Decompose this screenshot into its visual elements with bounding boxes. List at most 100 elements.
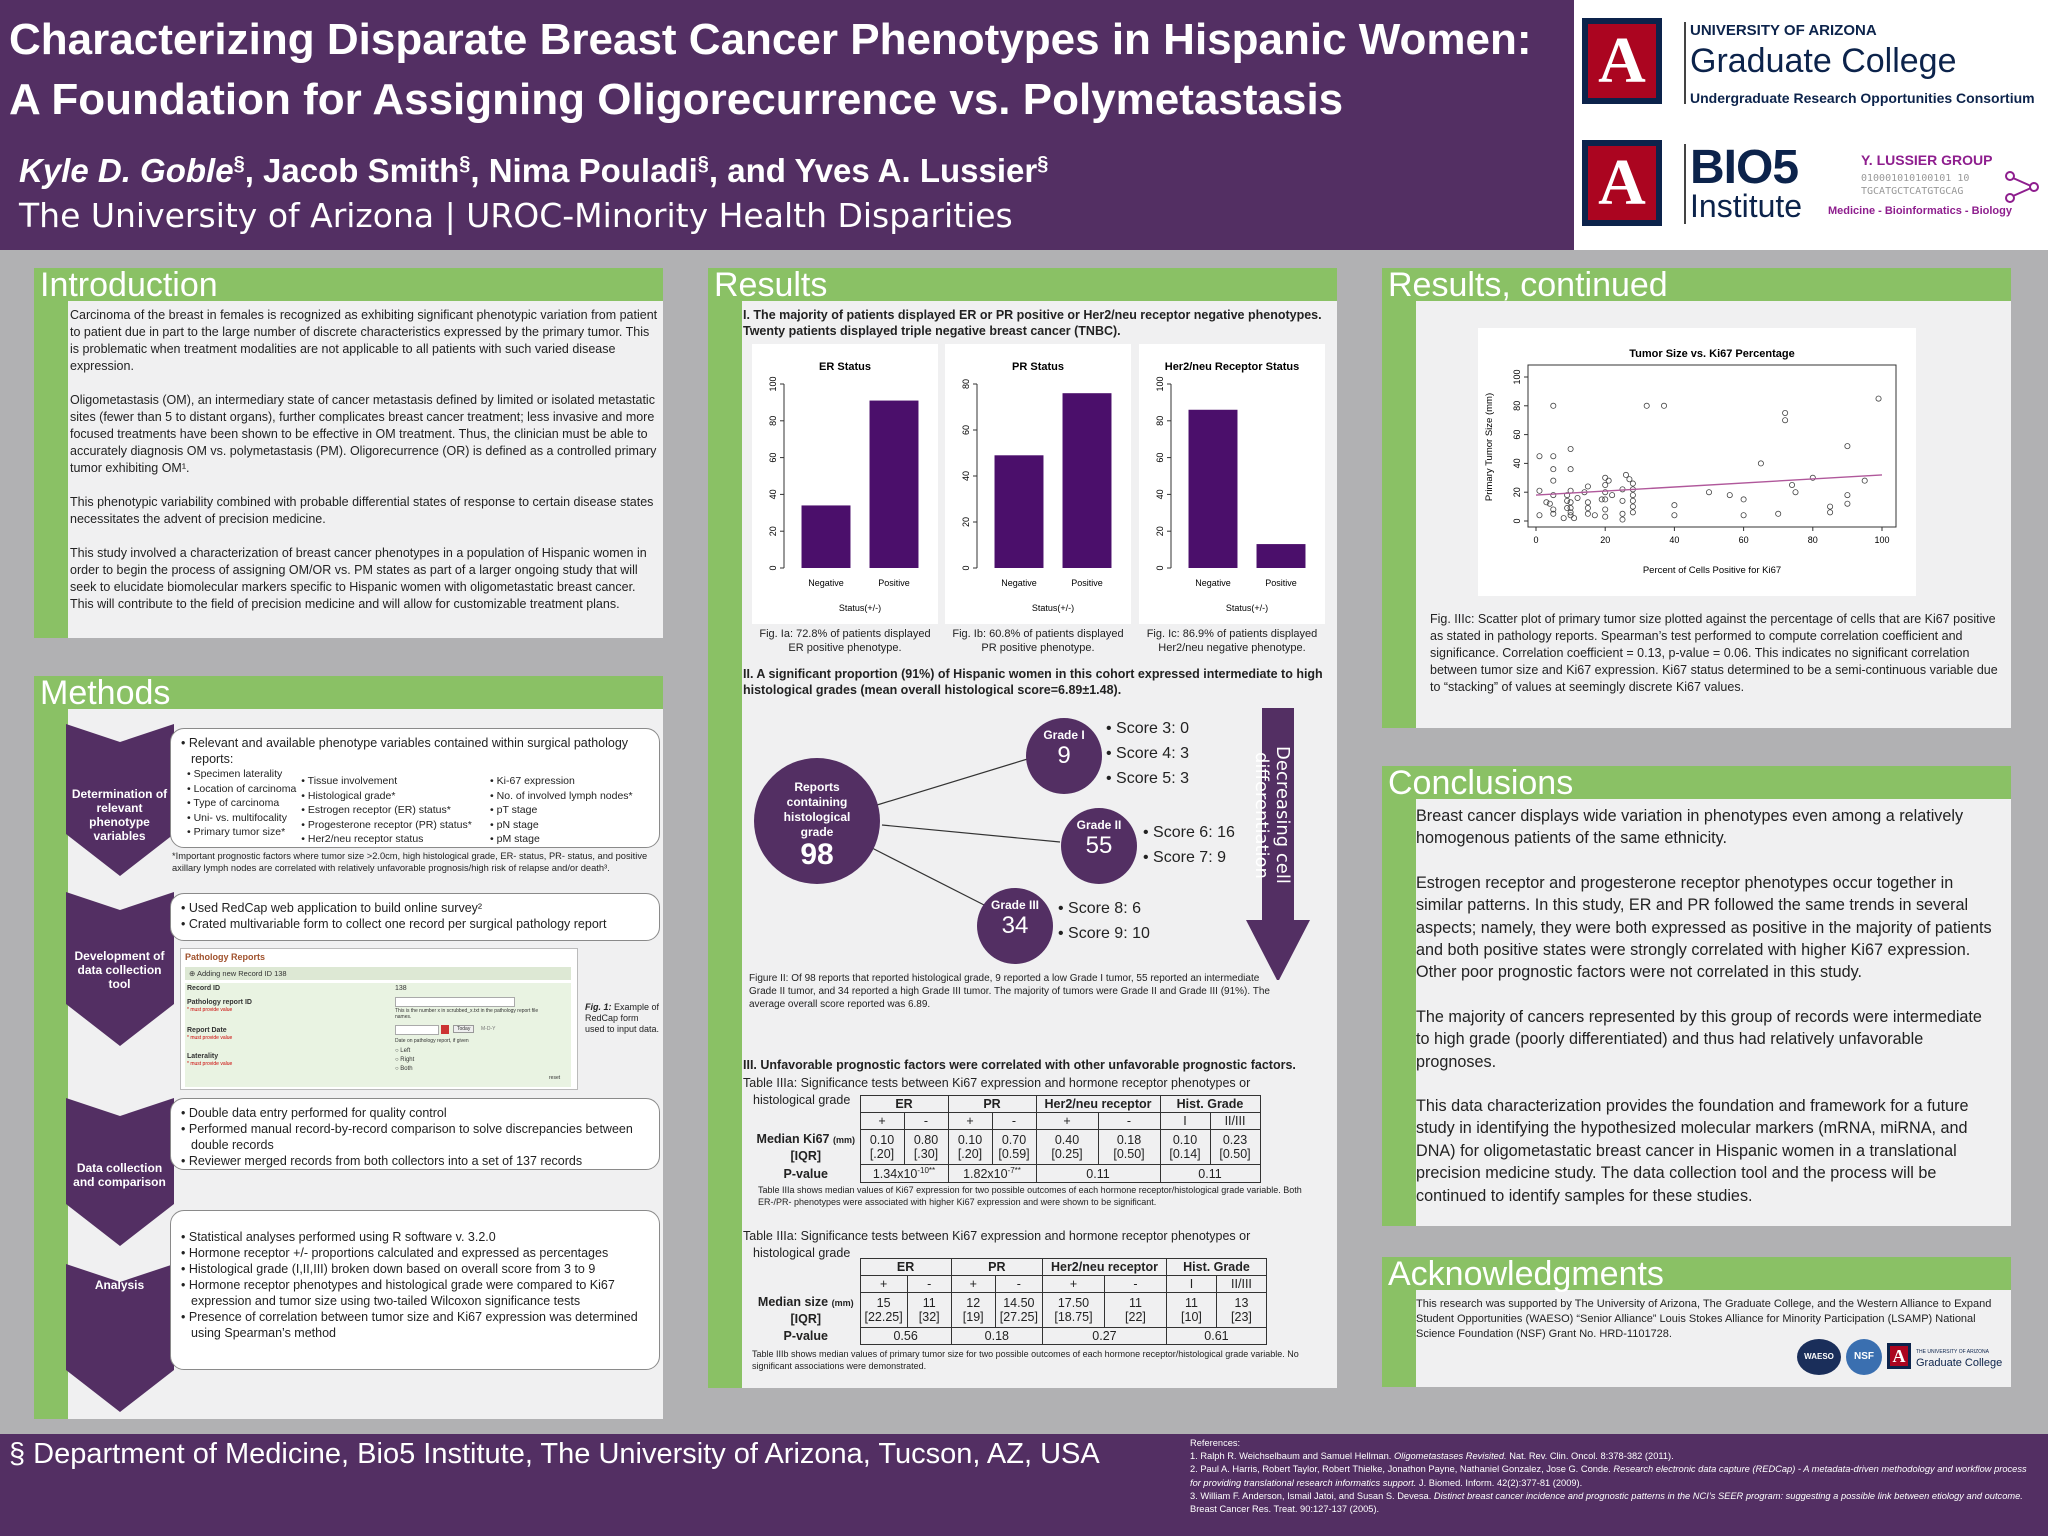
data-point (1619, 510, 1626, 517)
x-axis-label: Status(+/-) (1226, 603, 1268, 613)
y-tick-label: 80 (1155, 416, 1165, 426)
grade-2-circle: Grade II 55 (1061, 808, 1137, 884)
sub-header: - (1103, 1275, 1167, 1293)
y-tick-label: 20 (1155, 526, 1165, 536)
pathology-id-input[interactable] (395, 997, 515, 1007)
acknowledgments-panel: Acknowledgments This research was suppor… (1382, 1257, 2011, 1387)
data-point (1629, 480, 1636, 487)
list-item: Histological grade (I,II,III) broken dow… (181, 1261, 649, 1277)
y-tick-label: 20 (768, 526, 778, 536)
bar (869, 400, 919, 568)
col-group: Hist. Grade (1159, 1095, 1261, 1113)
y-tick-label: 60 (1512, 430, 1522, 440)
lussier-group-text: Y. LUSSIER GROUP (1861, 152, 1993, 168)
grade-2-scores: • Score 6: 16 • Score 7: 9 (1143, 820, 1235, 870)
y-tick-label: 100 (1155, 376, 1165, 391)
radio-left[interactable]: Left (400, 1048, 411, 1054)
text: Score 6: 16 (1153, 824, 1235, 841)
list-item: Double data entry performed for quality … (181, 1105, 649, 1121)
data-point (1844, 443, 1851, 450)
x-tick-label: Negative (808, 578, 844, 588)
panel-accent (708, 301, 742, 1388)
y-tick-label: 80 (768, 416, 778, 426)
redcap-form: Pathology Reports ⊕ Adding new Record ID… (180, 948, 578, 1090)
col-group: PR (947, 1095, 1037, 1113)
footer-department: § Department of Medicine, Bio5 Institute… (9, 1438, 1100, 1470)
data-point (1546, 500, 1553, 507)
table-cell: 0.10 [.20] (947, 1129, 993, 1165)
data-point (1543, 499, 1550, 506)
list-item: pN stage (490, 818, 649, 833)
grade-1-scores: • Score 3: 0 • Score 4: 3 • Score 5: 3 (1106, 716, 1189, 791)
data-point (1550, 492, 1557, 499)
data-point (1564, 497, 1571, 504)
step-label: Determination of relevant phenotype vari… (71, 787, 168, 843)
data-point (1571, 515, 1578, 522)
row-label: Median Ki67 (mm) [IQR] (752, 1130, 860, 1165)
plot-frame (1527, 364, 1897, 528)
list-item: • Score 3: 0 (1106, 720, 1189, 737)
data-point (1740, 512, 1747, 519)
text: Adding new Record ID 138 (196, 969, 287, 978)
text: [27.25] (999, 1310, 1038, 1324)
y-tick-label: 0 (961, 565, 971, 570)
table-cell: 0.10 [.20] (859, 1129, 905, 1165)
radio-right[interactable]: Right (400, 1057, 415, 1063)
reset-link[interactable]: reset (549, 1075, 561, 1081)
today-button[interactable]: Today (453, 1025, 475, 1033)
table-cell: 0.80 [.30] (903, 1129, 949, 1165)
data-point (1550, 453, 1557, 460)
reference-item: 2. Paul A. Harris, Robert Taylor, Robert… (1190, 1463, 2040, 1489)
text: 17.50 (1057, 1296, 1090, 1310)
author-name: , Nima Pouladi (470, 152, 698, 189)
laterality-options[interactable]: ○ Left ○ Right ○ Both (395, 1048, 415, 1072)
p-value-cell: 0.11 (1159, 1163, 1261, 1184)
data-point (1643, 402, 1650, 409)
grad-college-text: Graduate College (1916, 1357, 2003, 1369)
text: [10] (1181, 1310, 1202, 1324)
text: Example of RedCap form used to input dat… (585, 1002, 660, 1034)
author-list: Kyle D. Goble§, Jacob Smith§, Nima Poula… (19, 152, 1048, 190)
text: 11 (1128, 1296, 1142, 1310)
list-item: • Score 5: 3 (1106, 770, 1189, 787)
form-help: This is the number x in scrubbed_x.txt i… (395, 1008, 539, 1020)
text: Score 8: 6 (1068, 900, 1141, 917)
list-item: Reviewer merged records from both collec… (181, 1153, 649, 1169)
data-point (1602, 506, 1609, 513)
radio-both[interactable]: Both (400, 1066, 413, 1072)
data-point (1782, 417, 1789, 424)
data-point (1567, 505, 1574, 512)
uroc-text: Undergraduate Research Opportunities Con… (1690, 90, 2035, 106)
text: Oligometastases Revisited. (1393, 1451, 1507, 1462)
table-cell: 0.40 [0.25] (1035, 1129, 1099, 1165)
author-name: , and Yves A. Lussier (708, 152, 1038, 189)
text: Score 7: 9 (1153, 849, 1226, 866)
reports-label: Reports containing histological grade (783, 780, 851, 839)
calendar-icon[interactable] (441, 1025, 449, 1034)
table-cell: 0.10 [0.14] (1159, 1129, 1211, 1165)
text: Score 4: 3 (1116, 745, 1189, 762)
sub-header: - (906, 1275, 952, 1293)
bar (1256, 544, 1306, 568)
y-tick-label: 80 (961, 379, 971, 389)
data-point (1619, 497, 1626, 504)
methods-heading: Methods (34, 676, 663, 710)
p-value-cell: 1.34x10-10** (859, 1163, 949, 1184)
text: Score 3: 0 (1116, 720, 1189, 737)
y-tick-label: 60 (1155, 453, 1165, 463)
binary-text: 010001010100101 10 (1861, 173, 1970, 184)
x-tick-label: 0 (1533, 535, 1538, 545)
form-label: Laterality (187, 1053, 219, 1060)
data-point (1671, 502, 1678, 509)
data-point (1789, 481, 1796, 488)
chart-title: ER Status (819, 361, 871, 373)
x-axis-label: Percent of Cells Positive for Ki67 (1643, 565, 1781, 576)
x-tick-label: Negative (1001, 578, 1037, 588)
data-point (1567, 446, 1574, 453)
report-date-input[interactable] (395, 1025, 439, 1035)
results-section-1-title: I. The majority of patients displayed ER… (743, 308, 1322, 338)
step-label: Analysis (94, 1278, 145, 1292)
acknowledgments-text: This research was supported by The Unive… (1416, 1298, 1992, 1340)
list-item: pT stage (490, 803, 649, 818)
text: Distinct breast cancer incidence and pro… (1433, 1490, 2023, 1501)
